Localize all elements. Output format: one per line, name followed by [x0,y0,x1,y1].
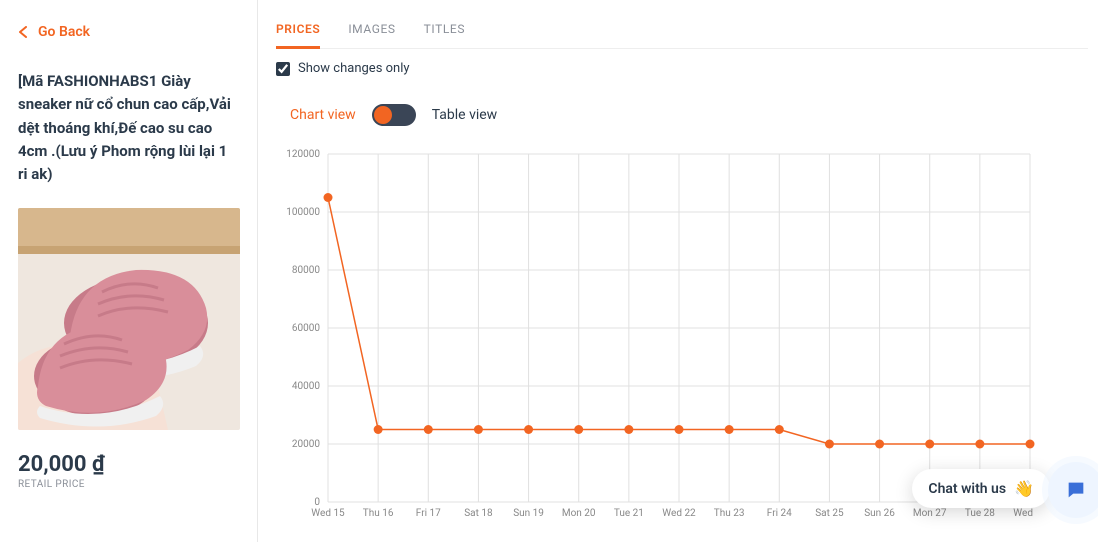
view-toggle[interactable] [372,104,416,126]
svg-text:100000: 100000 [286,207,320,218]
main-panel: PRICES IMAGES TITLES Show changes only Cha… [258,0,1098,542]
svg-text:0: 0 [314,497,320,508]
view-toggle-row: Chart view Table view [290,104,1088,126]
svg-text:Sat 18: Sat 18 [464,508,493,519]
retail-price-value: 20,000 ₫ [18,452,239,477]
go-back-link[interactable]: Go Back [18,24,239,40]
svg-text:Sun 19: Sun 19 [513,508,544,519]
svg-text:Fri 17: Fri 17 [416,508,441,519]
show-changes-checkbox[interactable] [276,62,290,76]
svg-text:80000: 80000 [292,265,320,276]
back-arrow-icon [18,26,28,38]
svg-text:Tue 28: Tue 28 [965,508,995,519]
tabs: PRICES IMAGES TITLES [276,22,1088,49]
svg-text:Thu 23: Thu 23 [714,508,745,519]
svg-text:120000: 120000 [286,149,320,160]
sidebar: Go Back [Mã FASHIONHABS1 Giày sneaker nữ… [0,0,258,542]
svg-text:Mon 20: Mon 20 [562,508,596,519]
svg-text:Mon 27: Mon 27 [913,508,947,519]
go-back-label: Go Back [38,24,90,40]
svg-text:Thu 16: Thu 16 [363,508,394,519]
svg-text:Sun 26: Sun 26 [864,508,895,519]
chat-fab-button[interactable] [1048,462,1098,518]
tab-images[interactable]: IMAGES [348,22,395,49]
table-view-label: Table view [432,107,498,123]
chat-icon [1065,479,1087,501]
svg-text:Wed 22: Wed 22 [662,508,696,519]
svg-text:Fri 24: Fri 24 [767,508,792,519]
svg-text:Sat 25: Sat 25 [815,508,844,519]
show-changes-label: Show changes only [298,61,410,76]
svg-text:40000: 40000 [292,381,320,392]
chart-view-label: Chart view [290,107,356,123]
svg-text:20000: 20000 [292,439,320,450]
tab-titles[interactable]: TITLES [424,22,465,49]
svg-text:Tue 21: Tue 21 [614,508,644,519]
retail-price-label: RETAIL PRICE [18,479,239,490]
chat-with-us-button[interactable]: Chat with us 👋 [912,469,1050,508]
svg-text:Wed 29: Wed 29 [1013,508,1036,519]
product-image [18,208,240,430]
svg-text:60000: 60000 [292,323,320,334]
product-title: [Mã FASHIONHABS1 Giày sneaker nữ cổ chun… [18,70,239,186]
wave-icon: 👋 [1014,479,1034,498]
tab-prices[interactable]: PRICES [276,22,320,49]
chat-label: Chat with us [928,481,1006,497]
show-changes-checkbox-row[interactable]: Show changes only [276,61,1088,76]
svg-text:Wed 15: Wed 15 [311,508,345,519]
